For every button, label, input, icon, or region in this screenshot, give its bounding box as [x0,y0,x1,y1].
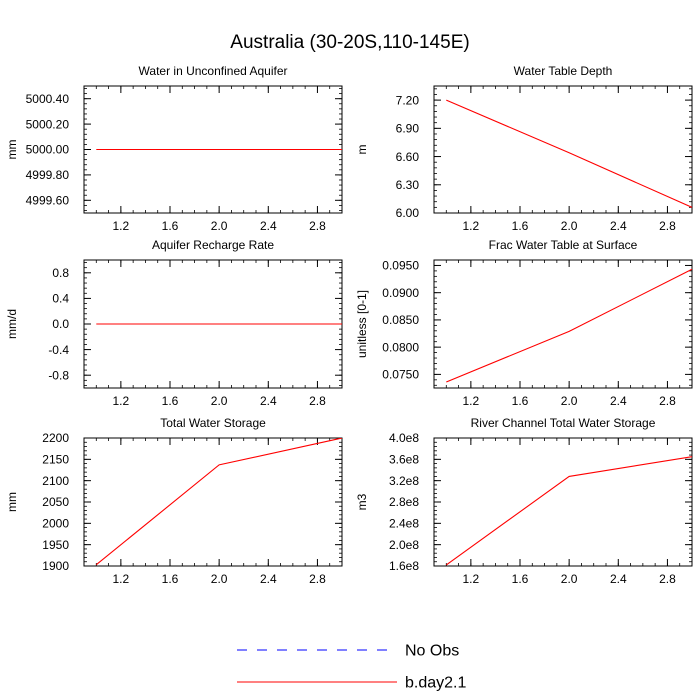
y-tick-label: -0.8 [48,368,69,382]
x-tick-label: 2.4 [260,394,277,408]
panel-title: Water Table Depth [514,64,613,78]
x-tick-label: 2.0 [211,572,228,586]
x-tick-label: 1.2 [113,394,130,408]
plot-frame [433,437,693,567]
x-tick-label: 1.6 [512,572,529,586]
x-tick-label: 2.0 [561,219,578,233]
y-axis-label: unitless [0-1] [355,290,369,358]
y-tick-label: 0.8 [52,266,69,280]
x-tick-label: 2.8 [659,572,676,586]
panel-title: Aquifer Recharge Rate [152,238,274,252]
y-tick-label: 0.0750 [382,368,419,382]
y-tick-label: 2.4e8 [389,517,419,531]
y-tick-label: 0.0850 [382,313,419,327]
x-tick-label: 2.4 [610,394,627,408]
y-tick-label: 1.6e8 [389,559,419,573]
y-axis-label: m3 [355,493,369,510]
panel-title: River Channel Total Water Storage [471,416,656,430]
y-tick-label: -0.4 [48,343,69,357]
y-tick-label: 3.6e8 [389,453,419,467]
x-tick-label: 2.8 [309,572,326,586]
x-tick-label: 2.0 [561,572,578,586]
chart-panel-5: River Channel Total Water Storage m3 1.2 1.… [355,416,693,586]
y-tick-label: 2.0e8 [389,538,419,552]
plot-frame [433,85,693,214]
plot-frame [433,259,693,389]
x-tick-label: 1.6 [162,219,179,233]
y-axis-label: mm [5,140,19,160]
panel-title: Total Water Storage [160,416,266,430]
y-axis-label: mm/d [5,309,19,339]
y-tick-label: 2150 [42,453,69,467]
chart-panel-3: Frac Water Table at Surface unitless [0-1… [355,238,693,408]
x-tick-label: 2.0 [211,394,228,408]
legend-label: No Obs [405,643,459,660]
y-tick-label: 5000.40 [26,92,70,106]
figure-title: Australia (30-20S,110-145E) [230,32,470,53]
x-tick-label: 1.6 [512,394,529,408]
y-tick-label: 2100 [42,474,69,488]
x-tick-label: 2.4 [260,572,277,586]
y-tick-label: 3.2e8 [389,474,419,488]
x-tick-label: 2.8 [309,219,326,233]
x-tick-label: 1.6 [162,394,179,408]
y-tick-label: 0.0900 [382,286,419,300]
series-line-0 [446,268,692,383]
x-tick-label: 2.8 [659,219,676,233]
y-tick-label: 6.90 [396,122,420,136]
y-tick-label: 6.30 [396,178,420,192]
panel-title: Water in Unconfined Aquifer [139,64,288,78]
legend-label: b.day2.1 [405,675,466,692]
x-tick-label: 1.2 [113,572,130,586]
y-tick-label: 1900 [42,559,69,573]
x-tick-label: 2.8 [309,394,326,408]
y-tick-label: 0.4 [52,292,69,306]
y-tick-label: 2000 [42,517,69,531]
chart-panel-0: Water in Unconfined Aquifer mm 1.2 1.6 2.0 2.… [5,64,343,233]
y-tick-label: 6.60 [396,150,420,164]
x-tick-label: 2.4 [610,572,627,586]
y-axis-label: m [355,145,369,155]
y-tick-label: 4999.80 [26,168,70,182]
x-tick-label: 1.6 [512,219,529,233]
y-tick-label: 0.0950 [382,259,419,273]
x-tick-label: 2.0 [561,394,578,408]
x-tick-label: 2.4 [610,219,627,233]
x-tick-label: 1.2 [463,394,480,408]
x-tick-label: 2.0 [211,219,228,233]
y-tick-label: 2.8e8 [389,495,419,509]
y-axis-label: mm [5,492,19,512]
series-line-0 [95,438,342,566]
y-tick-label: 2050 [42,495,69,509]
y-tick-label: 4999.60 [26,194,70,208]
y-tick-label: 7.20 [396,93,420,107]
x-tick-label: 1.6 [162,572,179,586]
y-tick-label: 5000.00 [26,143,70,157]
x-tick-label: 2.8 [659,394,676,408]
y-tick-label: 4.0e8 [389,431,419,445]
plot-frame [83,437,343,567]
chart-panel-1: Water Table Depth m 1.2 1.6 2.0 2.4 2.8 6.00 6.3… [355,64,693,233]
x-tick-label: 2.4 [260,219,277,233]
chart-panel-2: Aquifer Recharge Rate mm/d 1.2 1.6 2.0 2.4 2.8… [5,238,343,408]
x-tick-label: 1.2 [113,219,130,233]
x-tick-label: 1.2 [463,572,480,586]
y-tick-label: 0.0800 [382,340,419,354]
y-tick-label: 5000.20 [26,117,70,131]
y-tick-label: 0.0 [52,317,69,331]
panel-title: Frac Water Table at Surface [489,238,638,252]
legend: No Obs b.day2.1 [237,643,466,692]
chart-panel-4: Total Water Storage mm 1.2 1.6 2.0 2.4 2.8 1900… [5,416,343,586]
series-line-0 [446,99,692,208]
y-tick-label: 1950 [42,538,69,552]
y-tick-label: 6.00 [396,206,420,220]
series-line-0 [445,456,692,566]
y-tick-label: 2200 [42,431,69,445]
x-tick-label: 1.2 [463,219,480,233]
